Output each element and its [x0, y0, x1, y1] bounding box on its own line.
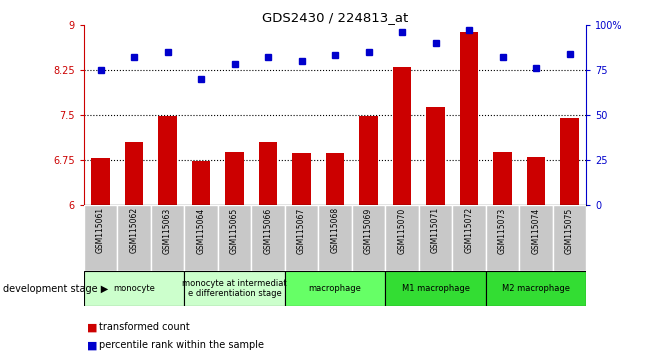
Text: GSM115068: GSM115068	[330, 207, 340, 253]
Text: GSM115070: GSM115070	[397, 207, 407, 253]
Bar	[426, 107, 445, 205]
Text: GSM115067: GSM115067	[297, 207, 306, 253]
Title: GDS2430 / 224813_at: GDS2430 / 224813_at	[262, 11, 408, 24]
Bar	[225, 152, 244, 205]
Bar	[452, 205, 486, 271]
Bar	[359, 116, 378, 205]
Bar	[158, 116, 177, 205]
Text: M1 macrophage: M1 macrophage	[401, 284, 470, 293]
Text: GSM115069: GSM115069	[364, 207, 373, 253]
Text: GSM115074: GSM115074	[531, 207, 541, 253]
Bar	[192, 161, 210, 205]
Text: ■: ■	[87, 340, 101, 350]
Bar	[486, 205, 519, 271]
Text: GSM115064: GSM115064	[196, 207, 206, 253]
Text: M2 macrophage: M2 macrophage	[502, 284, 570, 293]
Bar	[553, 205, 586, 271]
Bar	[285, 271, 385, 306]
Text: GSM115071: GSM115071	[431, 207, 440, 253]
Bar	[460, 32, 478, 205]
Bar	[519, 205, 553, 271]
Bar	[285, 205, 318, 271]
Bar	[385, 205, 419, 271]
Bar	[151, 205, 184, 271]
Text: monocyte at intermediat
e differentiation stage: monocyte at intermediat e differentiatio…	[182, 279, 287, 298]
Bar	[84, 205, 117, 271]
Text: GSM115063: GSM115063	[163, 207, 172, 253]
Bar	[326, 153, 344, 205]
Text: GSM115072: GSM115072	[464, 207, 474, 253]
Text: GSM115065: GSM115065	[230, 207, 239, 253]
Bar	[318, 205, 352, 271]
Bar	[184, 271, 285, 306]
Bar	[251, 205, 285, 271]
Bar	[393, 67, 411, 205]
Bar	[259, 142, 277, 205]
Text: ■: ■	[87, 322, 101, 332]
Text: GSM115061: GSM115061	[96, 207, 105, 253]
Bar	[292, 153, 311, 205]
Bar	[493, 152, 512, 205]
Bar	[117, 205, 151, 271]
Text: monocyte: monocyte	[113, 284, 155, 293]
Bar	[385, 271, 486, 306]
Bar	[84, 271, 184, 306]
Text: transformed count: transformed count	[99, 322, 190, 332]
Text: percentile rank within the sample: percentile rank within the sample	[99, 340, 264, 350]
Text: macrophage: macrophage	[309, 284, 361, 293]
Bar	[218, 205, 251, 271]
Text: development stage ▶: development stage ▶	[3, 284, 109, 293]
Bar	[125, 142, 143, 205]
Text: GSM115062: GSM115062	[129, 207, 139, 253]
Text: GSM115075: GSM115075	[565, 207, 574, 253]
Bar	[527, 157, 545, 205]
Bar	[91, 158, 110, 205]
Bar	[560, 118, 579, 205]
Text: GSM115073: GSM115073	[498, 207, 507, 253]
Text: GSM115066: GSM115066	[263, 207, 273, 253]
Bar	[184, 205, 218, 271]
Bar	[419, 205, 452, 271]
Bar	[486, 271, 586, 306]
Bar	[352, 205, 385, 271]
